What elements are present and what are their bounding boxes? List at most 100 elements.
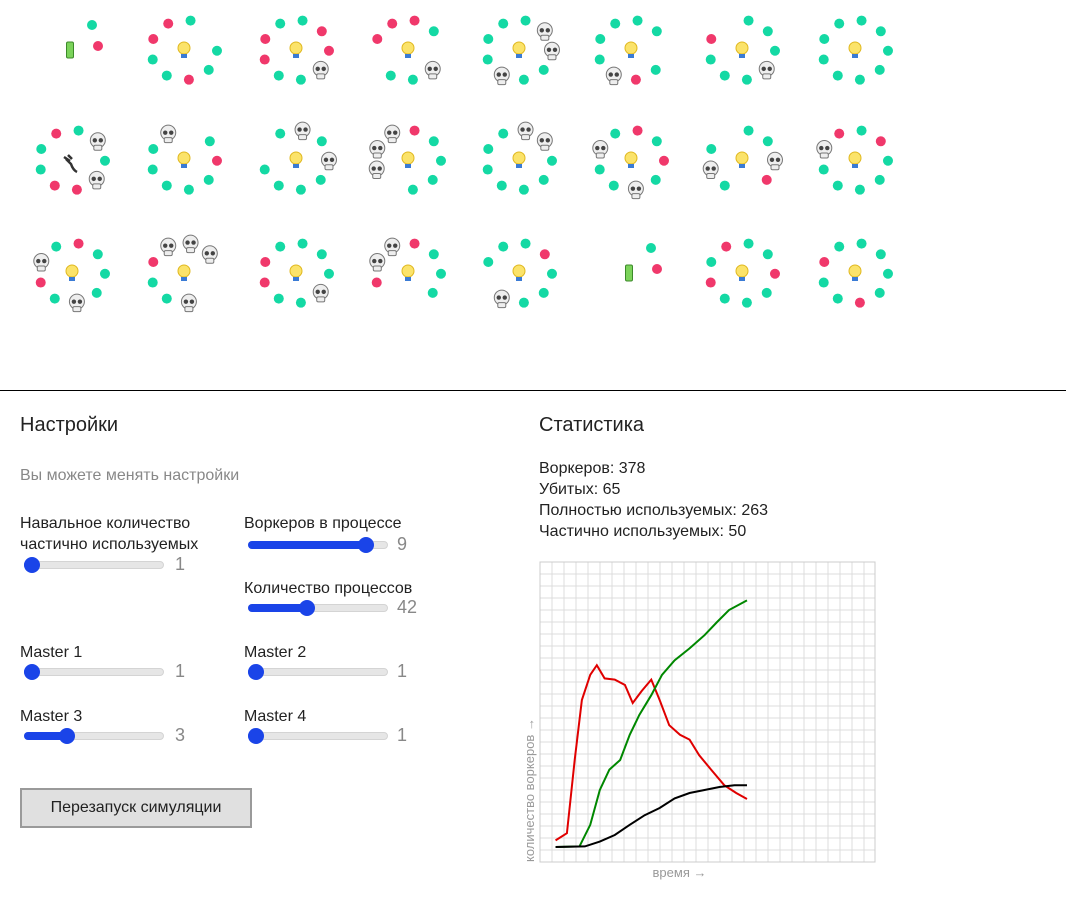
process [66, 20, 103, 59]
worker [211, 45, 222, 56]
worker [594, 54, 605, 65]
bulb-base [293, 54, 299, 58]
skull-jaw [92, 183, 102, 190]
bulb [65, 264, 79, 278]
worker [520, 15, 531, 26]
skull-eye [552, 47, 558, 52]
slider-thumb[interactable] [248, 728, 264, 744]
worker [259, 164, 270, 175]
skull-eye [169, 130, 174, 135]
worker [819, 257, 830, 268]
skull-jaw [184, 306, 194, 313]
worker [483, 144, 494, 155]
slider-track[interactable] [248, 668, 388, 676]
bulb [512, 41, 526, 55]
worker [761, 174, 772, 185]
y-axis-label: количество воркеров → [522, 718, 537, 862]
worker [854, 184, 865, 195]
process [372, 15, 441, 85]
slider-track[interactable] [24, 668, 164, 676]
slider-track[interactable] [248, 732, 388, 740]
worker [741, 74, 752, 85]
slider-thumb[interactable] [24, 664, 40, 680]
process [35, 125, 110, 195]
bulb-base [739, 164, 745, 168]
skull-eye [427, 66, 432, 72]
worker [498, 128, 509, 139]
worker [482, 164, 493, 175]
skull-eye [98, 138, 104, 143]
slider-thumb[interactable] [299, 600, 316, 616]
skull-jaw [316, 73, 326, 80]
bulb-base [852, 277, 858, 281]
slider-thumb[interactable] [358, 537, 375, 553]
slider-thumb[interactable] [248, 664, 264, 680]
process [702, 125, 783, 191]
skull-eye [539, 28, 545, 33]
skull-eye [185, 240, 190, 245]
skull-jaw [36, 265, 46, 272]
skull-eye [163, 130, 168, 135]
skull-jaw [819, 152, 829, 159]
worker [518, 184, 529, 195]
skull-eye [520, 127, 525, 132]
worker [762, 136, 773, 147]
bulb [289, 41, 303, 55]
process [594, 15, 662, 86]
bulb [401, 41, 415, 55]
stat-line: Убитых: 65 [539, 481, 621, 498]
bulb-base [181, 277, 187, 281]
skull-jaw [595, 152, 605, 159]
worker [295, 74, 306, 85]
skull-jaw [428, 73, 438, 80]
restart-button[interactable]: Перезапуск симуляции [20, 788, 252, 828]
worker [147, 164, 158, 175]
slider-track[interactable] [24, 561, 164, 569]
skull-eye [91, 176, 96, 182]
chart: время → количество воркеров → [522, 561, 876, 880]
worker [875, 26, 886, 37]
slider-label: Master 4 [244, 708, 307, 725]
skull-jaw [372, 152, 382, 159]
worker [832, 70, 843, 81]
worker [706, 34, 717, 45]
worker [71, 184, 82, 195]
bulb [848, 264, 862, 278]
worker [323, 45, 334, 56]
skull-eye [71, 299, 77, 304]
worker [856, 15, 867, 26]
worker [546, 155, 557, 166]
worker [435, 268, 446, 279]
process [482, 15, 560, 86]
worker [854, 297, 865, 308]
worker [99, 155, 110, 166]
bulb [401, 264, 415, 278]
worker [185, 15, 196, 26]
slider-thumb[interactable] [59, 728, 76, 744]
bulb-base [739, 277, 745, 281]
skull-eye [191, 240, 196, 245]
worker [818, 277, 829, 288]
bulb [177, 264, 191, 278]
skull-eye [545, 28, 551, 33]
slider-thumb[interactable] [24, 557, 40, 573]
worker [875, 249, 886, 260]
process [592, 125, 669, 200]
skull-jaw [372, 265, 382, 272]
process [259, 15, 334, 85]
skull-jaw [540, 34, 550, 41]
worker [295, 184, 306, 195]
skull-eye [329, 157, 335, 162]
process [33, 238, 110, 313]
worker [719, 293, 730, 304]
skull-jaw [497, 79, 507, 86]
worker [498, 18, 509, 29]
bulb-base [293, 277, 299, 281]
skull-eye [775, 157, 781, 162]
skull-eye [372, 258, 377, 264]
process [147, 124, 222, 195]
skull-eye [36, 258, 41, 264]
skull-jaw [163, 250, 173, 257]
worker [882, 268, 893, 279]
skull-jaw [387, 250, 397, 257]
